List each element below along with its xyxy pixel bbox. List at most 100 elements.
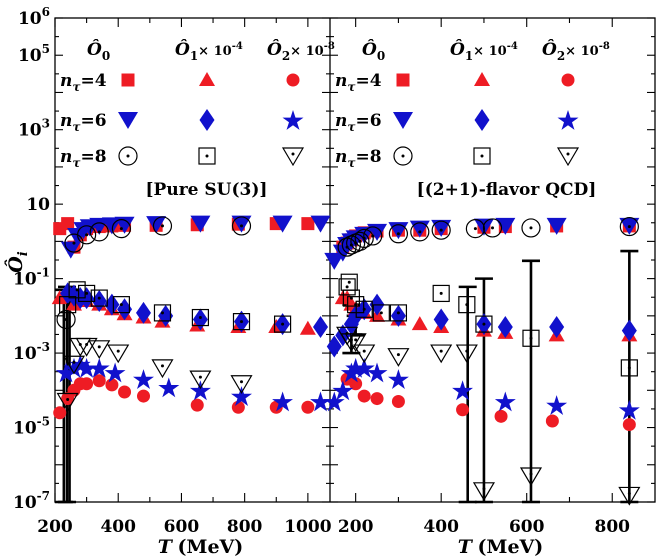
legend-row-label: nτ=8 [335,147,382,170]
x-tick-label: 200 [37,517,73,537]
data-point [104,362,126,383]
x-tick-label: 800 [227,517,263,537]
data-point [88,340,111,360]
data-point [519,467,543,487]
legend-header: Ô0 [362,39,385,63]
data-point [411,316,428,331]
data-point [80,377,94,391]
y-tick-label: 10-5 [13,415,50,439]
data-point [301,217,315,231]
data-point [472,482,495,501]
series-square-dot-black [338,273,638,377]
data-point [111,219,131,239]
data-point [465,219,485,239]
data-point [133,369,154,389]
data-point [357,389,371,403]
series-circle-red [53,374,315,420]
data-point [89,222,109,242]
data-point [231,216,252,236]
data-point [370,392,384,406]
data-point [151,359,174,379]
series-triangle-down-dot-black [336,326,641,506]
data-point [495,217,516,235]
data-point [53,406,67,420]
data-point [363,226,383,246]
data-point [231,386,252,406]
x-axis-label: T (MeV) [458,536,544,557]
x-tick-label: 400 [423,517,459,537]
data-point [350,231,370,251]
data-point [89,217,110,235]
data-point [521,218,541,238]
data-point [189,370,212,390]
data-point [545,414,559,428]
data-point [353,344,376,364]
data-point [75,337,98,357]
data-point [90,289,108,307]
data-point [101,217,122,235]
data-point [387,348,410,367]
data-point [69,354,91,375]
data-point [190,215,211,233]
data-point [456,403,470,417]
data-point [431,219,452,237]
data-point [88,357,110,378]
y-tick-label: 103 [18,117,50,141]
data-point [92,374,106,388]
data-point [231,400,245,414]
data-point [494,409,508,423]
legend-header: Ô2× 10-8 [542,39,610,63]
y-tick-label: 10-3 [13,340,50,364]
data-point [366,362,388,383]
legend-row-label: nτ=4 [335,71,382,94]
legend-header: Ô2× 10-8 [267,39,335,63]
legend-marker [556,147,580,167]
panel-title: [(2+1)-flavor QCD] [417,180,597,200]
data-point [104,293,120,316]
data-points [51,215,641,506]
data-point [618,399,640,420]
x-tick-label: 600 [164,517,200,537]
data-point [61,217,75,231]
legend-row-label: nτ=6 [60,111,107,134]
data-point [345,357,367,378]
legend-header: Ô1× 10-4 [450,39,518,63]
axis-text: 106 105 103 10 10-1 10-3 10-5 10-7 Ôi 200 400 600 80… [4,5,630,557]
data-point [355,300,373,318]
legend-header: Ô1× 10-4 [175,39,243,63]
y-tick-label: 105 [18,42,50,66]
data-point [389,304,408,322]
data-point [232,313,251,331]
series-circle-red [340,372,636,432]
data-point [338,278,356,296]
y-tick-label: 10-1 [13,266,50,290]
data-point [622,418,636,432]
y-tick-label: 10 [26,195,50,215]
legend-marker [198,147,216,165]
legend-marker [118,112,138,129]
legend-header: Ô0 [87,39,110,63]
data-point [455,344,478,364]
data-point [153,304,172,322]
data-point [522,329,540,347]
data-point [497,316,513,339]
legend-row-label: nτ=4 [60,71,107,94]
data-point [79,287,95,310]
data-point [620,359,638,377]
data-point [55,362,77,383]
series-triangle-down-dot-black [56,337,253,412]
data-point [549,316,565,339]
panel-title: [Pure SU(3)] [146,180,268,200]
x-axis-label: T (MeV) [158,536,244,557]
y-tick-label: 106 [18,5,50,29]
data-point [190,398,204,412]
legend-marker [282,110,304,130]
x-tick-label: 800 [594,517,630,537]
data-point [273,315,292,333]
data-point [189,380,211,401]
data-point [332,380,354,401]
data-point [324,252,345,270]
data-point [68,281,86,299]
y-tick-label: 10-7 [13,489,50,513]
